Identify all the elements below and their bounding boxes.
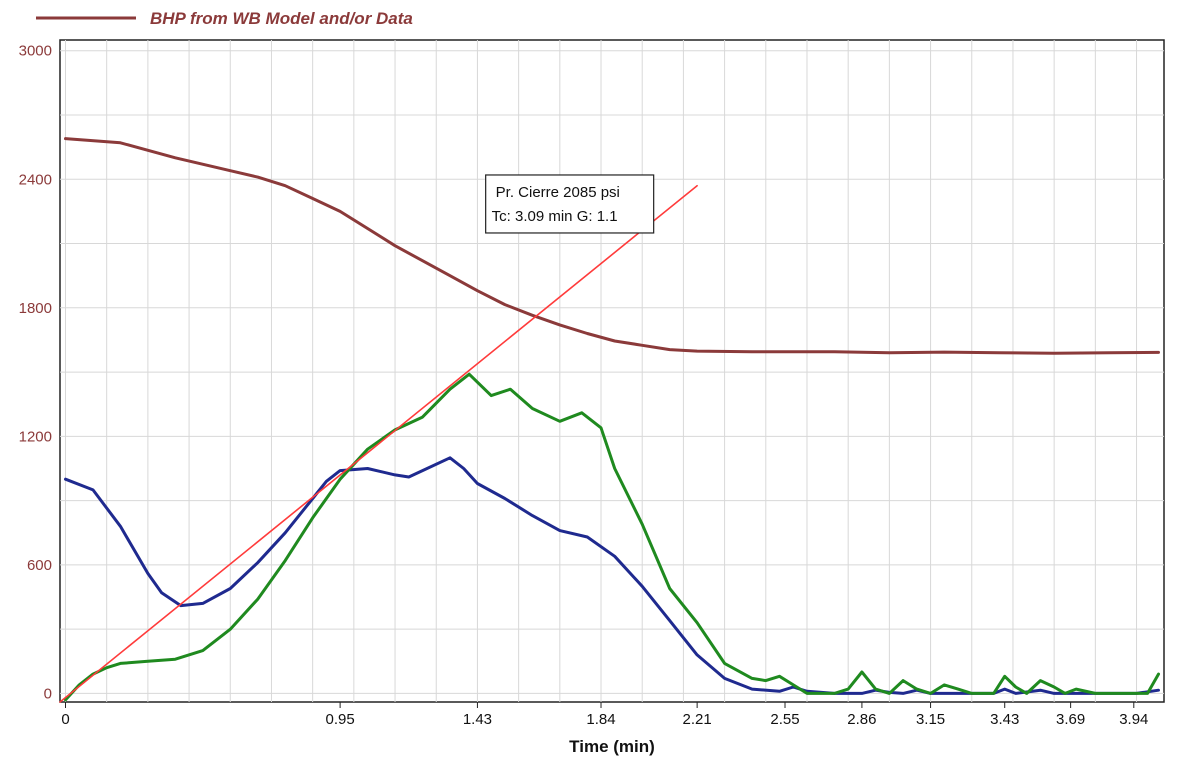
y-tick-label: 1800	[19, 300, 52, 317]
series-line-1	[64, 456, 1160, 695]
x-tick-label: 3.15	[916, 711, 945, 728]
y-axis-ticks: 0 600 1200 1800 2400 3000	[19, 43, 52, 703]
x-tick-label: 1.84	[586, 711, 615, 728]
x-tick-label: 2.55	[770, 711, 799, 728]
x-tick-label: 2.86	[847, 711, 876, 728]
x-axis-label: Time (min)	[569, 737, 655, 756]
annotation-rect	[485, 174, 655, 234]
legend-label-bhp: BHP from WB Model and/or Data	[150, 9, 413, 28]
plot-area	[59, 39, 1165, 703]
x-axis-ticks: 0 0.95 1.43 1.84 2.21 2.55 2.86 3.15 3.43 3.69 3.9…	[61, 702, 1148, 728]
x-tick-label: 2.21	[683, 711, 712, 728]
x-tick-label: 1.43	[463, 711, 492, 728]
y-tick-label: 3000	[19, 43, 52, 60]
x-tick-label: 0.95	[326, 711, 355, 728]
series-line-2	[64, 372, 1160, 702]
legend: BHP from WB Model and/or Data	[36, 9, 413, 28]
annotation-line-2: Tc: 3.09 min G: 1.1	[492, 208, 618, 225]
grid	[60, 40, 1164, 702]
x-tick-label: 3.94	[1119, 711, 1148, 728]
y-tick-label: 600	[27, 557, 52, 574]
annotation-box: Pr. Cierre 2085 psi Tc: 3.09 min G: 1.1	[485, 174, 655, 234]
series-layer	[59, 137, 1160, 703]
x-tick-label: 0	[61, 711, 69, 728]
series-line-3	[59, 184, 698, 703]
series-line-0	[64, 137, 1160, 355]
y-tick-label: 2400	[19, 171, 52, 188]
x-tick-label: 3.69	[1056, 711, 1085, 728]
y-tick-label: 1200	[19, 428, 52, 445]
x-tick-label: 3.43	[990, 711, 1019, 728]
y-tick-label: 0	[44, 685, 52, 702]
annotation-line-1: Pr. Cierre 2085 psi	[496, 184, 620, 201]
